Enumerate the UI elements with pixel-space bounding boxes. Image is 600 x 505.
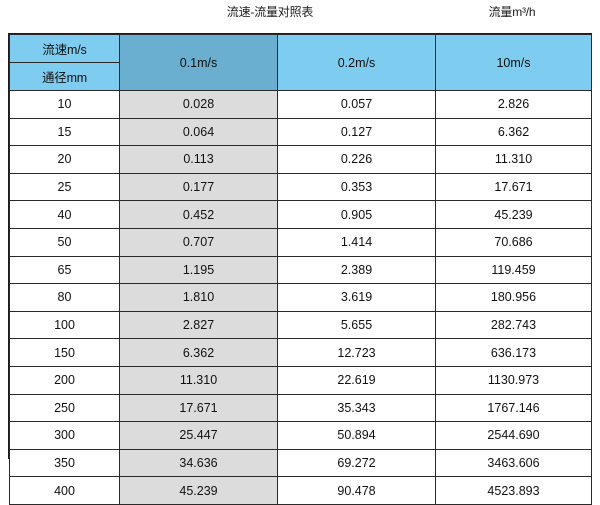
cell-flow-0.2ms: 1.414 bbox=[277, 227, 436, 257]
table-row: 150 6.362 12.723 636.173 bbox=[9, 338, 592, 367]
cell-flow-10ms: 45.239 bbox=[435, 200, 592, 229]
header-col-0.1ms: 0.1m/s bbox=[119, 34, 278, 91]
cell-flow-0.2ms: 2.389 bbox=[277, 255, 436, 285]
table-row: 100 2.827 5.655 282.743 bbox=[9, 310, 592, 340]
cell-flow-0.1ms: 0.707 bbox=[119, 227, 278, 257]
cell-flow-0.2ms: 50.894 bbox=[277, 421, 436, 450]
table-header: 流速m/s 0.1m/s 0.2m/s 10m/s 通径mm bbox=[9, 34, 592, 91]
cell-flow-0.2ms: 0.226 bbox=[277, 145, 436, 174]
cell-nominal-diameter: 40 bbox=[9, 200, 120, 229]
cell-flow-10ms: 6.362 bbox=[435, 117, 592, 147]
cell-nominal-diameter: 15 bbox=[9, 117, 120, 147]
cell-flow-10ms: 17.671 bbox=[435, 172, 592, 202]
cell-nominal-diameter: 250 bbox=[9, 393, 120, 423]
cell-flow-0.1ms: 0.177 bbox=[119, 172, 278, 202]
cell-flow-0.2ms: 69.272 bbox=[277, 448, 436, 478]
flow-table-container: 流速m/s 0.1m/s 0.2m/s 10m/s 通径mm 10 0.028 0.… bbox=[8, 33, 592, 505]
cell-flow-10ms: 2544.690 bbox=[435, 421, 592, 450]
cell-flow-0.2ms: 90.478 bbox=[277, 476, 436, 505]
cell-flow-0.1ms: 17.671 bbox=[119, 393, 278, 423]
cell-nominal-diameter: 65 bbox=[9, 255, 120, 285]
cell-nominal-diameter: 300 bbox=[9, 421, 120, 450]
cell-flow-10ms: 180.956 bbox=[435, 283, 592, 312]
cell-flow-0.1ms: 0.452 bbox=[119, 200, 278, 229]
header-row-top: 流速m/s 0.1m/s 0.2m/s 10m/s bbox=[9, 34, 592, 91]
table-body: 10 0.028 0.057 2.826 15 0.064 0.127 6.362 20 0.11… bbox=[9, 90, 592, 505]
cell-flow-0.1ms: 2.827 bbox=[119, 310, 278, 340]
cell-flow-10ms: 2.826 bbox=[435, 90, 592, 119]
cell-flow-10ms: 1767.146 bbox=[435, 393, 592, 423]
cell-flow-0.2ms: 0.057 bbox=[277, 90, 436, 119]
table-row: 300 25.447 50.894 2544.690 bbox=[9, 421, 592, 450]
table-row: 80 1.810 3.619 180.956 bbox=[9, 283, 592, 312]
cell-nominal-diameter: 100 bbox=[9, 310, 120, 340]
cell-nominal-diameter: 20 bbox=[9, 145, 120, 174]
page-title: 流速-流量对照表 bbox=[226, 5, 314, 19]
cell-flow-0.2ms: 5.655 bbox=[277, 310, 436, 340]
cell-flow-0.2ms: 0.905 bbox=[277, 200, 436, 229]
table-row: 15 0.064 0.127 6.362 bbox=[9, 117, 592, 147]
cell-flow-0.2ms: 12.723 bbox=[277, 338, 436, 367]
cell-nominal-diameter: 200 bbox=[9, 365, 120, 395]
cell-flow-10ms: 636.173 bbox=[435, 338, 592, 367]
cell-flow-0.1ms: 25.447 bbox=[119, 421, 278, 450]
cell-flow-10ms: 11.310 bbox=[435, 145, 592, 174]
table-row: 250 17.671 35.343 1767.146 bbox=[9, 393, 592, 423]
cell-flow-0.2ms: 35.343 bbox=[277, 393, 436, 423]
header-corner-diameter-label: 通径mm bbox=[9, 62, 120, 91]
header-col-0.2ms: 0.2m/s bbox=[277, 34, 436, 91]
header-row-bottom: 通径mm bbox=[9, 62, 592, 91]
cell-flow-10ms: 282.743 bbox=[435, 310, 592, 340]
cell-flow-0.2ms: 0.127 bbox=[277, 117, 436, 147]
table-row: 20 0.113 0.226 11.310 bbox=[9, 145, 592, 174]
table-row: 25 0.177 0.353 17.671 bbox=[9, 172, 592, 202]
cell-flow-0.1ms: 11.310 bbox=[119, 365, 278, 395]
cell-nominal-diameter: 150 bbox=[9, 338, 120, 367]
cell-nominal-diameter: 10 bbox=[9, 90, 120, 119]
cell-nominal-diameter: 25 bbox=[9, 172, 120, 202]
cell-flow-0.1ms: 1.810 bbox=[119, 283, 278, 312]
table-row: 40 0.452 0.905 45.239 bbox=[9, 200, 592, 229]
cell-flow-0.1ms: 34.636 bbox=[119, 448, 278, 478]
header-col-10ms: 10m/s bbox=[435, 34, 592, 91]
unit-label: 流量m³/h bbox=[488, 5, 536, 19]
cell-flow-10ms: 70.686 bbox=[435, 227, 592, 257]
cell-flow-10ms: 3463.606 bbox=[435, 448, 592, 478]
cell-flow-0.2ms: 0.353 bbox=[277, 172, 436, 202]
cell-flow-0.2ms: 3.619 bbox=[277, 283, 436, 312]
cell-flow-0.1ms: 6.362 bbox=[119, 338, 278, 367]
flow-conversion-table: 流速m/s 0.1m/s 0.2m/s 10m/s 通径mm 10 0.028 0.… bbox=[9, 34, 592, 505]
cell-flow-10ms: 4523.893 bbox=[435, 476, 592, 505]
titles-bar: 流速-流量对照表 流量m³/h bbox=[0, 0, 600, 33]
cell-flow-0.1ms: 1.195 bbox=[119, 255, 278, 285]
cell-nominal-diameter: 400 bbox=[9, 476, 120, 505]
cell-flow-0.1ms: 0.028 bbox=[119, 90, 278, 119]
header-corner-speed-label: 流速m/s bbox=[9, 34, 120, 63]
cell-flow-0.1ms: 0.113 bbox=[119, 145, 278, 174]
table-row: 10 0.028 0.057 2.826 bbox=[9, 90, 592, 119]
table-row: 50 0.707 1.414 70.686 bbox=[9, 227, 592, 257]
table-row: 350 34.636 69.272 3463.606 bbox=[9, 448, 592, 478]
cell-nominal-diameter: 80 bbox=[9, 283, 120, 312]
cell-nominal-diameter: 350 bbox=[9, 448, 120, 478]
cell-nominal-diameter: 50 bbox=[9, 227, 120, 257]
cell-flow-0.1ms: 0.064 bbox=[119, 117, 278, 147]
table-row: 400 45.239 90.478 4523.893 bbox=[9, 476, 592, 505]
cell-flow-0.2ms: 22.619 bbox=[277, 365, 436, 395]
table-row: 200 11.310 22.619 1130.973 bbox=[9, 365, 592, 395]
cell-flow-10ms: 119.459 bbox=[435, 255, 592, 285]
cell-flow-0.1ms: 45.239 bbox=[119, 476, 278, 505]
cell-flow-10ms: 1130.973 bbox=[435, 365, 592, 395]
table-row: 65 1.195 2.389 119.459 bbox=[9, 255, 592, 285]
